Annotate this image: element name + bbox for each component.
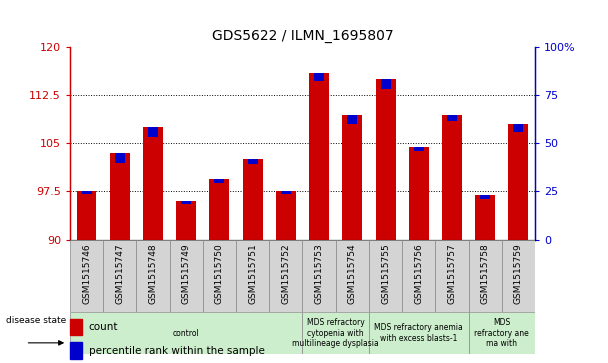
Bar [170, 240, 203, 312]
Text: GSM1515754: GSM1515754 [348, 243, 357, 304]
Bar [469, 240, 502, 312]
Bar [70, 319, 81, 335]
Bar [369, 312, 469, 354]
Bar [236, 240, 269, 312]
Bar [402, 240, 435, 312]
Text: GSM1515746: GSM1515746 [82, 243, 91, 304]
Bar [110, 153, 130, 240]
Text: GSM1515753: GSM1515753 [314, 243, 323, 304]
Bar [513, 124, 523, 132]
Text: GSM1515752: GSM1515752 [282, 243, 291, 304]
Text: count: count [89, 322, 118, 332]
Bar [215, 179, 224, 183]
Text: GSM1515758: GSM1515758 [481, 243, 489, 304]
Bar [347, 115, 358, 124]
Bar [103, 240, 136, 312]
Text: MDS refractory anemia
with excess blasts-1: MDS refractory anemia with excess blasts… [375, 323, 463, 343]
Bar [508, 124, 528, 240]
Bar [77, 192, 97, 240]
Bar [314, 73, 324, 81]
Bar [309, 73, 329, 240]
Bar [376, 79, 395, 240]
Text: percentile rank within the sample: percentile rank within the sample [89, 346, 264, 356]
Bar [414, 147, 424, 151]
Bar [70, 240, 103, 312]
Bar [243, 159, 263, 240]
Bar [148, 127, 158, 137]
Bar [502, 240, 535, 312]
Text: GSM1515757: GSM1515757 [447, 243, 457, 304]
Text: disease state: disease state [6, 316, 67, 325]
Bar [70, 312, 302, 354]
Bar [302, 240, 336, 312]
Bar [181, 201, 191, 204]
Bar [143, 127, 163, 240]
Bar [136, 240, 170, 312]
Text: GSM1515748: GSM1515748 [148, 243, 157, 304]
Bar [369, 240, 402, 312]
Text: GSM1515750: GSM1515750 [215, 243, 224, 304]
Bar [469, 312, 535, 354]
Bar [342, 115, 362, 240]
Bar [269, 240, 302, 312]
Text: GSM1515747: GSM1515747 [116, 243, 124, 304]
Text: GSM1515759: GSM1515759 [514, 243, 523, 304]
Bar [336, 240, 369, 312]
Text: GSM1515755: GSM1515755 [381, 243, 390, 304]
Bar [81, 192, 92, 194]
Bar [70, 342, 81, 359]
Bar [447, 115, 457, 121]
Bar [480, 195, 490, 200]
Bar [409, 147, 429, 240]
Bar [281, 192, 291, 194]
Bar [302, 312, 369, 354]
Text: MDS
refractory ane
ma with: MDS refractory ane ma with [474, 318, 529, 348]
Text: GSM1515751: GSM1515751 [248, 243, 257, 304]
Text: GSM1515749: GSM1515749 [182, 243, 191, 304]
Title: GDS5622 / ILMN_1695807: GDS5622 / ILMN_1695807 [212, 29, 393, 44]
Bar [475, 195, 495, 240]
Bar [435, 240, 469, 312]
Bar [276, 192, 296, 240]
Text: GSM1515756: GSM1515756 [414, 243, 423, 304]
Bar [209, 179, 229, 240]
Bar [247, 159, 258, 164]
Text: control: control [173, 329, 199, 338]
Bar [203, 240, 236, 312]
Bar [115, 153, 125, 163]
Bar [176, 201, 196, 240]
Bar [442, 115, 462, 240]
Text: MDS refractory
cytopenia with
multilineage dysplasia: MDS refractory cytopenia with multilinea… [292, 318, 379, 348]
Bar [381, 79, 390, 89]
